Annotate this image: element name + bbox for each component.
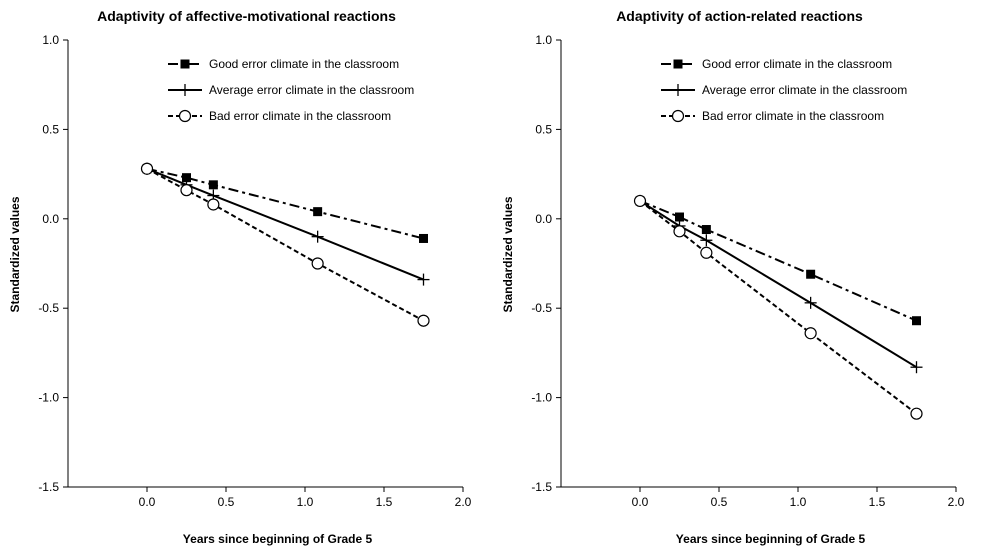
y-axis-label: Standardized values bbox=[501, 196, 515, 312]
x-tick-label: 0.0 bbox=[139, 495, 156, 509]
y-tick-label: 0.5 bbox=[42, 122, 59, 136]
data-point bbox=[912, 316, 921, 326]
x-tick-label: 2.0 bbox=[455, 495, 472, 509]
data-point bbox=[701, 225, 711, 235]
y-tick-label: 0.0 bbox=[535, 212, 552, 226]
y-tick-label: -1.5 bbox=[38, 480, 59, 494]
data-point bbox=[806, 269, 816, 279]
data-point bbox=[417, 273, 430, 286]
y-axis-label: Standardized values bbox=[8, 196, 22, 312]
legend-label: Good error climate in the classroom bbox=[209, 57, 399, 71]
y-tick-label: 1.0 bbox=[42, 33, 59, 47]
x-axis-label: Years since beginning of Grade 5 bbox=[676, 532, 866, 546]
y-tick-label: -0.5 bbox=[531, 301, 552, 315]
data-point bbox=[700, 234, 713, 247]
data-point bbox=[182, 173, 191, 183]
data-point bbox=[140, 162, 154, 175]
chart-affective-motivational: Adaptivity of affective-motivational rea… bbox=[8, 8, 472, 546]
y-tick-label: -1.0 bbox=[531, 391, 552, 405]
data-point bbox=[313, 207, 323, 217]
y-tick-label: -1.0 bbox=[38, 391, 59, 405]
data-point bbox=[673, 225, 686, 238]
data-point bbox=[633, 194, 647, 208]
chart-plot: 1.0 0.5 0.0 -0.5 -1.0 -1.5 0.0 0.5 1.0 1.5 2.0 Year… bbox=[8, 33, 472, 546]
data-point bbox=[311, 257, 324, 270]
chart-action-related: Adaptivity of action-related reactions 1… bbox=[493, 0, 986, 548]
x-tick-label: 1.5 bbox=[376, 495, 393, 509]
legend-label: Bad error climate in the classroom bbox=[209, 109, 391, 123]
data-point bbox=[207, 198, 220, 211]
legend-marker bbox=[671, 109, 685, 123]
y-tick-label: 0.5 bbox=[535, 122, 552, 136]
data-point bbox=[419, 233, 428, 243]
data-point bbox=[675, 212, 684, 222]
data-point bbox=[417, 314, 430, 327]
x-tick-label: 1.5 bbox=[869, 495, 886, 509]
chart-plot: 1.0 0.5 0.0 -0.5 -1.0 -1.5 0.0 0.5 1.0 1.5 2.0 Year… bbox=[501, 33, 965, 546]
x-tick-label: 2.0 bbox=[948, 495, 965, 509]
data-point bbox=[804, 327, 817, 340]
legend-marker bbox=[178, 109, 192, 123]
legend-label: Good error climate in the classroom bbox=[702, 57, 892, 71]
legend-marker bbox=[672, 84, 684, 96]
data-point bbox=[910, 407, 923, 420]
y-tick-label: -0.5 bbox=[38, 301, 59, 315]
data-point bbox=[700, 246, 713, 259]
x-tick-label: 0.5 bbox=[711, 495, 728, 509]
x-tick-label: 0.5 bbox=[218, 495, 235, 509]
x-tick-label: 1.0 bbox=[297, 495, 314, 509]
legend-label: Average error climate in the classroom bbox=[209, 83, 414, 97]
legend-label: Average error climate in the classroom bbox=[702, 83, 907, 97]
chart-title: Adaptivity of action-related reactions bbox=[616, 8, 863, 24]
data-point bbox=[180, 184, 193, 197]
x-tick-label: 1.0 bbox=[790, 495, 807, 509]
x-tick-label: 0.0 bbox=[632, 495, 649, 509]
data-point bbox=[311, 230, 324, 243]
legend-marker bbox=[180, 59, 190, 69]
data-point bbox=[910, 361, 923, 374]
x-axis-label: Years since beginning of Grade 5 bbox=[183, 532, 373, 546]
y-tick-label: 0.0 bbox=[42, 212, 59, 226]
legend-marker bbox=[673, 59, 683, 69]
data-point bbox=[208, 180, 218, 190]
data-point bbox=[804, 296, 817, 309]
y-tick-label: 1.0 bbox=[535, 33, 552, 47]
y-tick-label: -1.5 bbox=[531, 480, 552, 494]
legend-marker bbox=[179, 84, 191, 96]
chart-title: Adaptivity of affective-motivational rea… bbox=[97, 8, 396, 24]
legend-label: Bad error climate in the classroom bbox=[702, 109, 884, 123]
